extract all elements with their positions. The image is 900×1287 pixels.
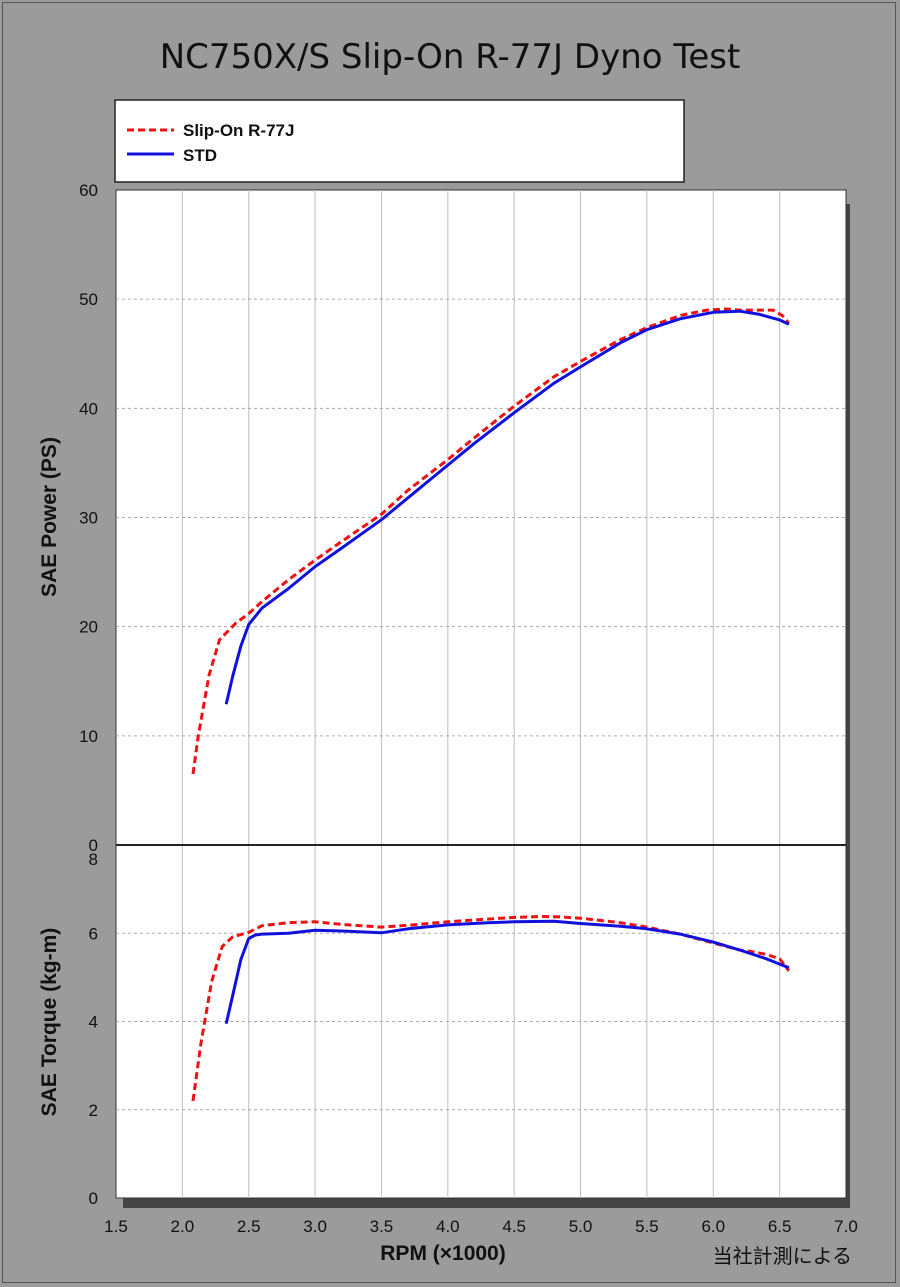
power-y-tick-label: 30: [79, 509, 98, 528]
power-axis-label: SAE Power (PS): [38, 437, 61, 597]
power-y-tick-label: 20: [79, 618, 98, 637]
x-tick-label: 4.5: [502, 1217, 526, 1236]
x-tick-label: 3.5: [370, 1217, 394, 1236]
x-tick-label: 6.0: [701, 1217, 725, 1236]
x-tick-label: 2.5: [237, 1217, 261, 1236]
x-tick-label: 4.0: [436, 1217, 460, 1236]
legend: Slip-On R-77J STD: [114, 99, 685, 183]
torque-y-tick-label: 0: [89, 1189, 98, 1208]
plot-area: [115, 189, 847, 1199]
series-layer: [191, 307, 791, 1102]
legend-label-slipon: Slip-On R-77J: [183, 121, 294, 140]
grid: [116, 190, 846, 1198]
torque-y-tick-label: 4: [89, 1013, 98, 1032]
x-tick-label: 2.0: [171, 1217, 195, 1236]
power-series-std: [224, 309, 790, 705]
power-y-tick-label: 10: [79, 727, 98, 746]
power-y-tick-label: 40: [79, 399, 98, 418]
chart-title: NC750X/S Slip-On R-77J Dyno Test: [160, 37, 741, 77]
torque-y-tick-label: 2: [89, 1101, 98, 1120]
power-y-tick-label: 0: [89, 836, 98, 855]
x-tick-label: 3.0: [303, 1217, 327, 1236]
legend-label-std: STD: [183, 146, 217, 165]
power-y-tick-label: 50: [79, 290, 98, 309]
torque-axis-label: SAE Torque (kg-m): [38, 928, 61, 1117]
x-tick-label: 1.5: [104, 1217, 128, 1236]
measurement-note: 当社計測による: [713, 1244, 852, 1268]
power-y-tick-label: 60: [79, 181, 98, 200]
x-tick-label: 5.0: [569, 1217, 593, 1236]
torque-series-std: [224, 919, 790, 1025]
power-series-slipon: [191, 307, 791, 775]
torque-y-tick-label: 6: [89, 924, 98, 943]
x-axis-label: RPM (×1000): [380, 1242, 505, 1265]
x-tick-label: 7.0: [834, 1217, 858, 1236]
x-tick-label: 6.5: [768, 1217, 792, 1236]
x-tick-label: 5.5: [635, 1217, 659, 1236]
tick-labels: 1.5 2.0 2.5 3.0 3.5 4.0 4.5 5.0 5.5 6.0 6.5 7.0 0 10 2…: [79, 181, 858, 1236]
torque-y-tick-label: 8: [89, 850, 98, 869]
